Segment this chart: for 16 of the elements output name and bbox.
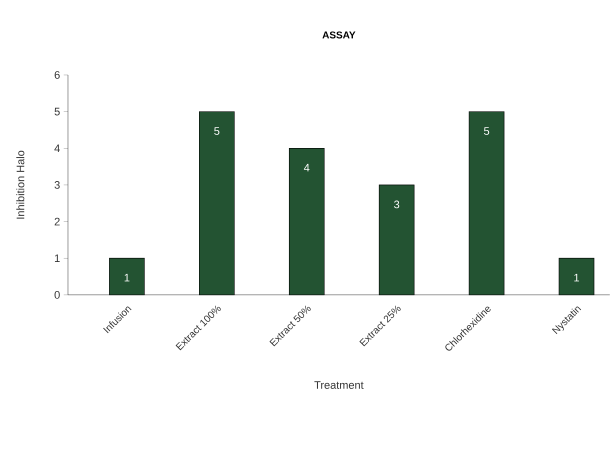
y-tick-label: 4 <box>54 144 60 152</box>
y-tick-label: 6 <box>54 71 60 79</box>
data-label: 5 <box>214 127 220 135</box>
y-axis-title: Inhibition Halo <box>16 150 24 219</box>
y-tick-label: 5 <box>54 108 60 116</box>
y-tick-label: 0 <box>54 291 60 299</box>
data-label: 1 <box>574 274 580 282</box>
data-label: 4 <box>304 164 310 172</box>
data-label: 1 <box>124 274 130 282</box>
y-tick-label: 1 <box>54 254 60 262</box>
x-axis-title: Treatment <box>314 381 364 389</box>
y-tick-label: 3 <box>54 181 60 189</box>
data-label: 3 <box>394 200 400 208</box>
data-label: 5 <box>484 127 490 135</box>
chart-title: ASSAY <box>322 32 356 39</box>
y-tick-label: 2 <box>54 218 60 226</box>
